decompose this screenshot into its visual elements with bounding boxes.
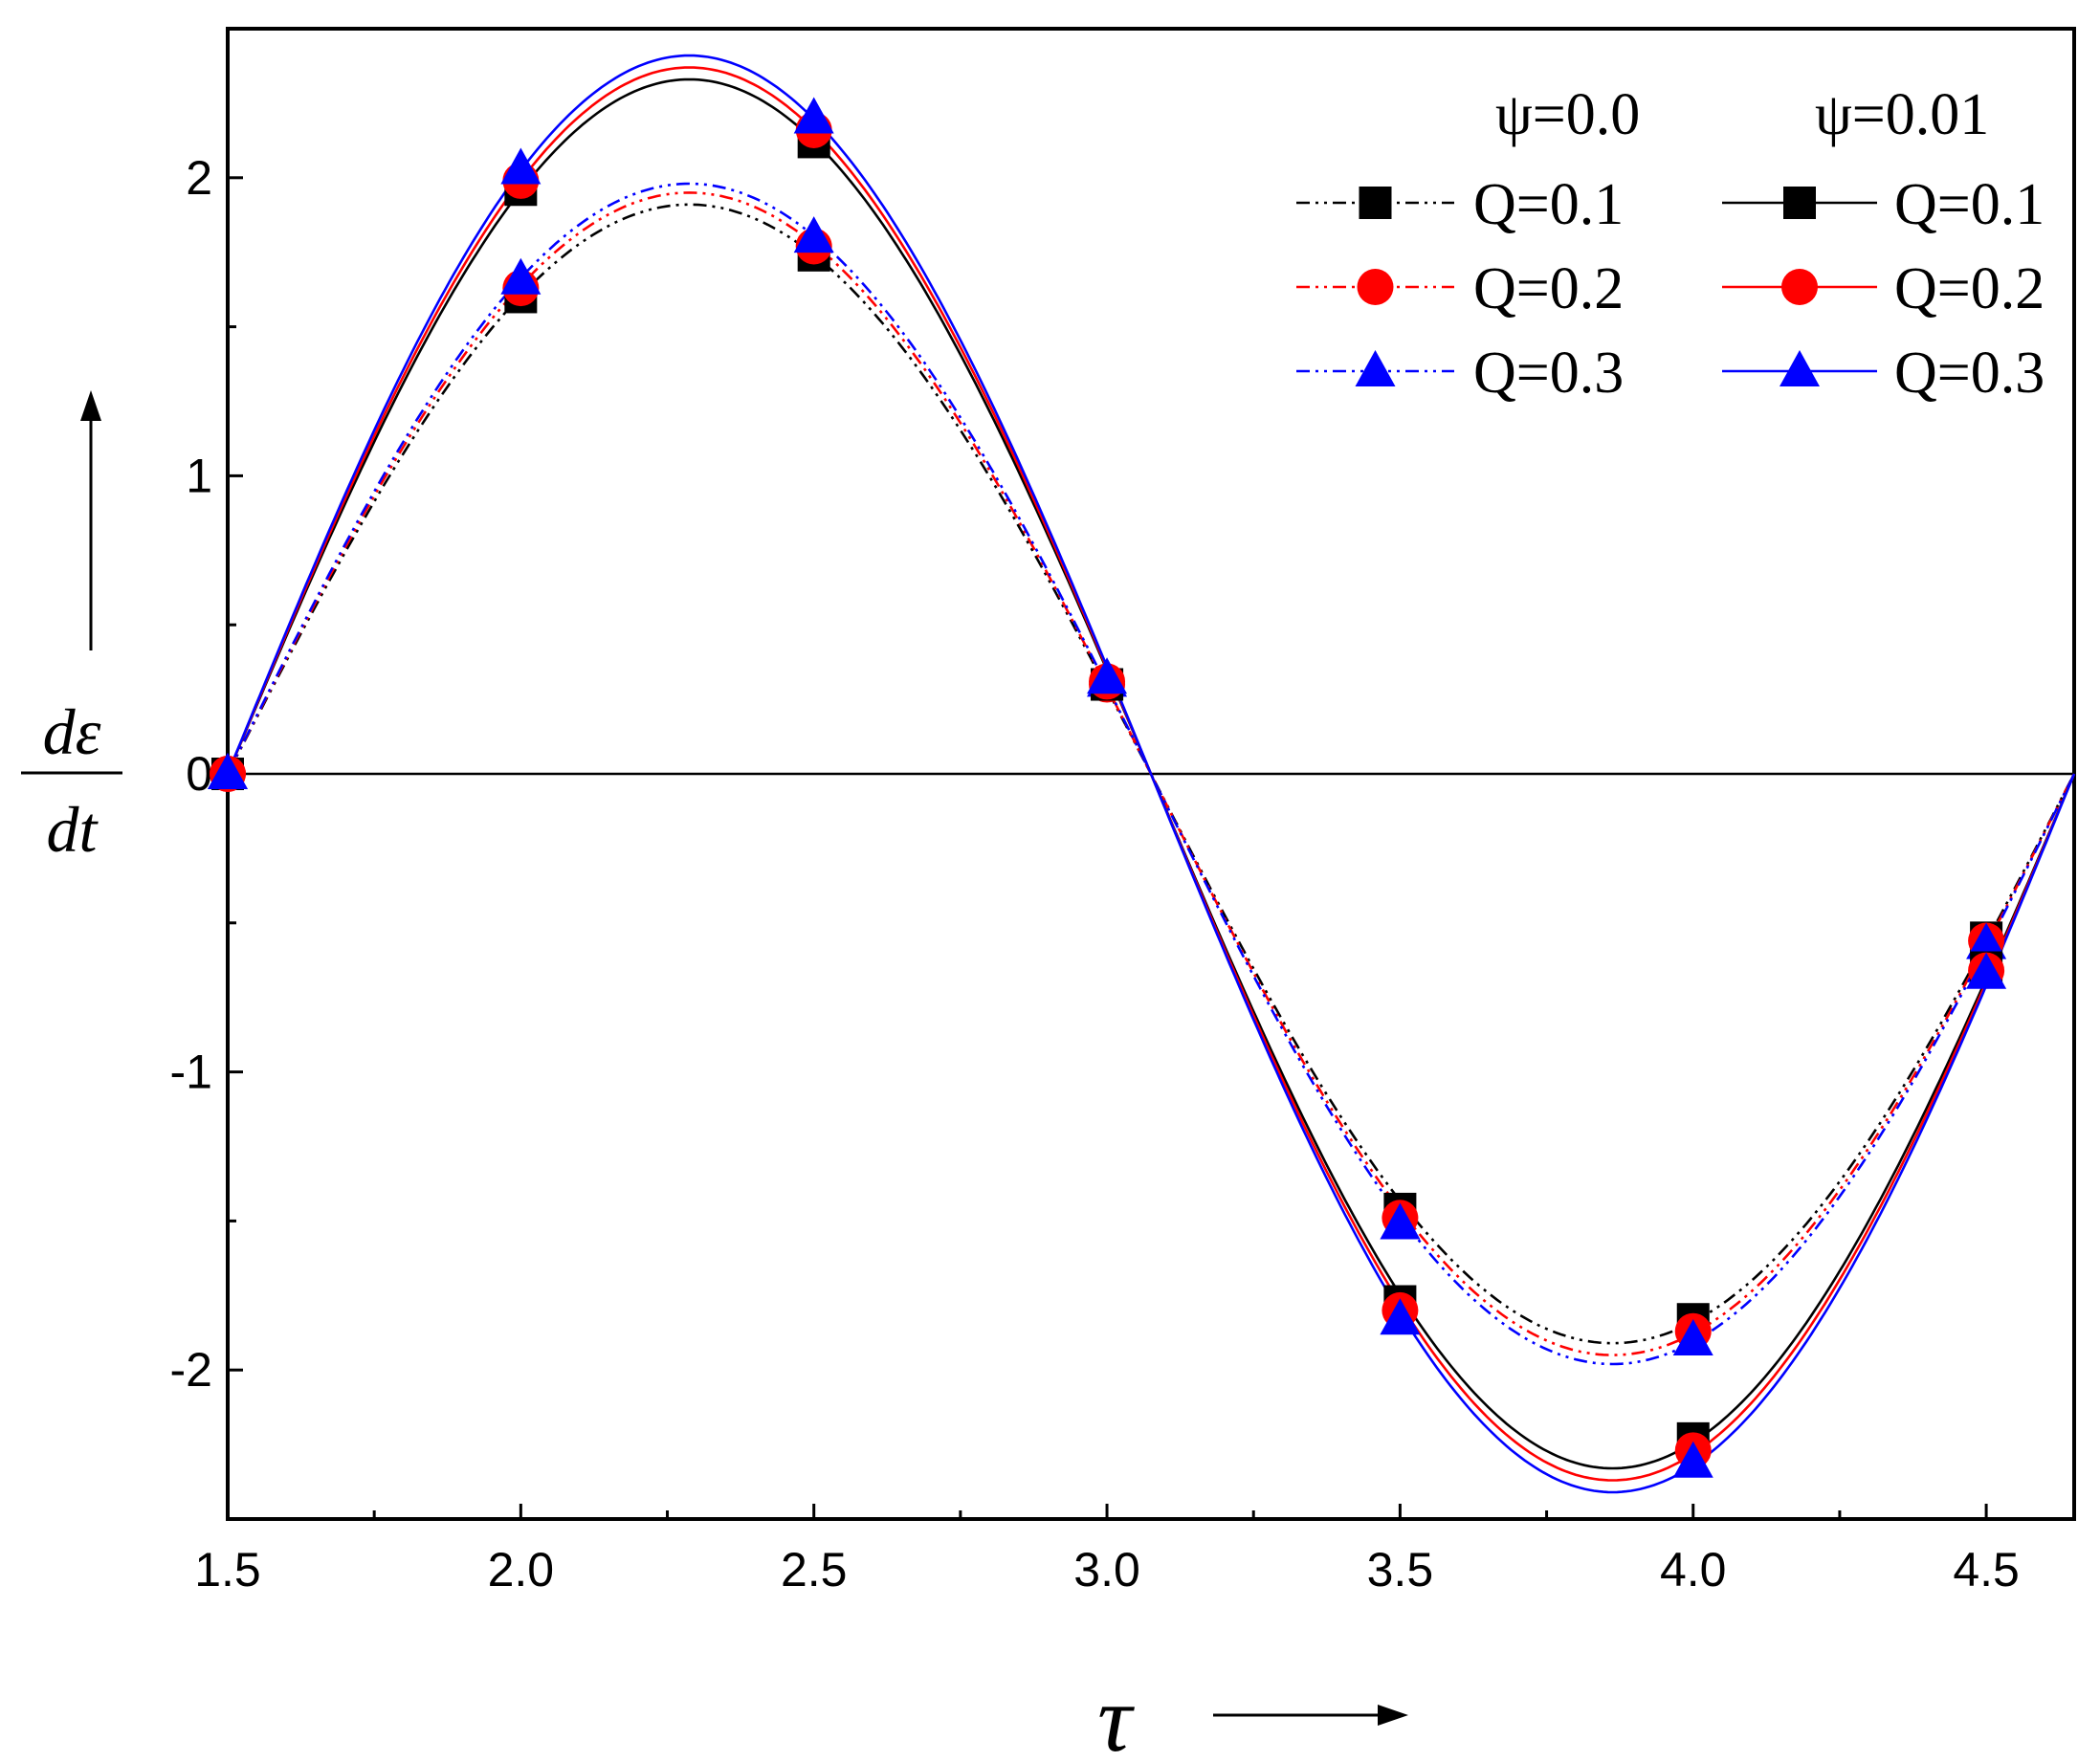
y-tick-label: -1: [170, 1046, 212, 1099]
legend-header-psi-0: ψ=0.0: [1495, 82, 1640, 147]
series-line-Q03-psi001: [226, 54, 2076, 1494]
y-axis-label-denominator: dt: [47, 793, 99, 866]
series-markers: [208, 97, 2007, 1478]
legend-label: Q=0.2: [1894, 256, 2045, 321]
data-point-triangle: [793, 216, 834, 253]
y-tick-label: 1: [186, 449, 212, 502]
x-tick-label: 1.5: [194, 1543, 261, 1597]
x-tick-label: 3.5: [1367, 1543, 1434, 1597]
legend: ψ=0.0 ψ=0.01 Q=0.1 Q=0.2 Q=0.3 Q=0.1 Q=0.2 Q=…: [1296, 82, 2045, 406]
y-axis-label-numerator: dε: [43, 695, 101, 768]
x-axis-arrow-head: [1378, 1705, 1408, 1726]
axis-ticks: 1.5 2.0 2.5 3.0 3.5 4.0 4.5 -2 -1 0 1 2: [170, 27, 2020, 1597]
data-point-triangle: [500, 147, 542, 185]
x-tick-label: 4.0: [1660, 1543, 1727, 1597]
legend-label: Q=0.2: [1473, 256, 1624, 321]
legend-marker-circle: [1781, 269, 1818, 305]
y-tick-label: -2: [170, 1343, 212, 1397]
y-tick-label: 2: [186, 151, 212, 205]
data-point-triangle: [1380, 1298, 1421, 1335]
data-point-triangle: [1672, 1319, 1713, 1356]
data-point-triangle: [1380, 1202, 1421, 1240]
y-axis-label: dε dt: [21, 390, 122, 866]
legend-label: Q=0.3: [1473, 341, 1624, 406]
data-point-triangle: [1966, 922, 2007, 959]
x-tick-label: 2.5: [781, 1543, 848, 1597]
data-point-triangle: [793, 97, 834, 134]
legend-marker-square: [1783, 187, 1816, 219]
x-tick-label: 2.0: [488, 1543, 555, 1597]
legend-label: Q=0.1: [1473, 172, 1624, 237]
x-axis-label: τ: [1097, 1665, 1408, 1762]
data-point-triangle: [1672, 1441, 1713, 1478]
data-point-triangle: [208, 753, 248, 789]
y-axis-arrow-head: [80, 390, 101, 421]
x-tick-label: 4.5: [1953, 1543, 2020, 1597]
legend-label: Q=0.3: [1894, 341, 2045, 406]
data-point-triangle: [1966, 952, 2007, 989]
legend-marker-circle: [1357, 269, 1394, 305]
y-tick-label: 0: [186, 747, 212, 801]
x-axis-label-tau: τ: [1097, 1665, 1135, 1762]
data-point-triangle: [500, 257, 542, 295]
legend-marker-triangle: [1779, 350, 1820, 386]
legend-label: Q=0.1: [1894, 172, 2045, 237]
data-point-triangle: [1087, 657, 1128, 694]
x-tick-label: 3.0: [1073, 1543, 1140, 1597]
legend-marker-triangle: [1355, 350, 1396, 386]
legend-header-psi-001: ψ=0.01: [1815, 82, 1989, 147]
legend-marker-square: [1359, 187, 1392, 219]
